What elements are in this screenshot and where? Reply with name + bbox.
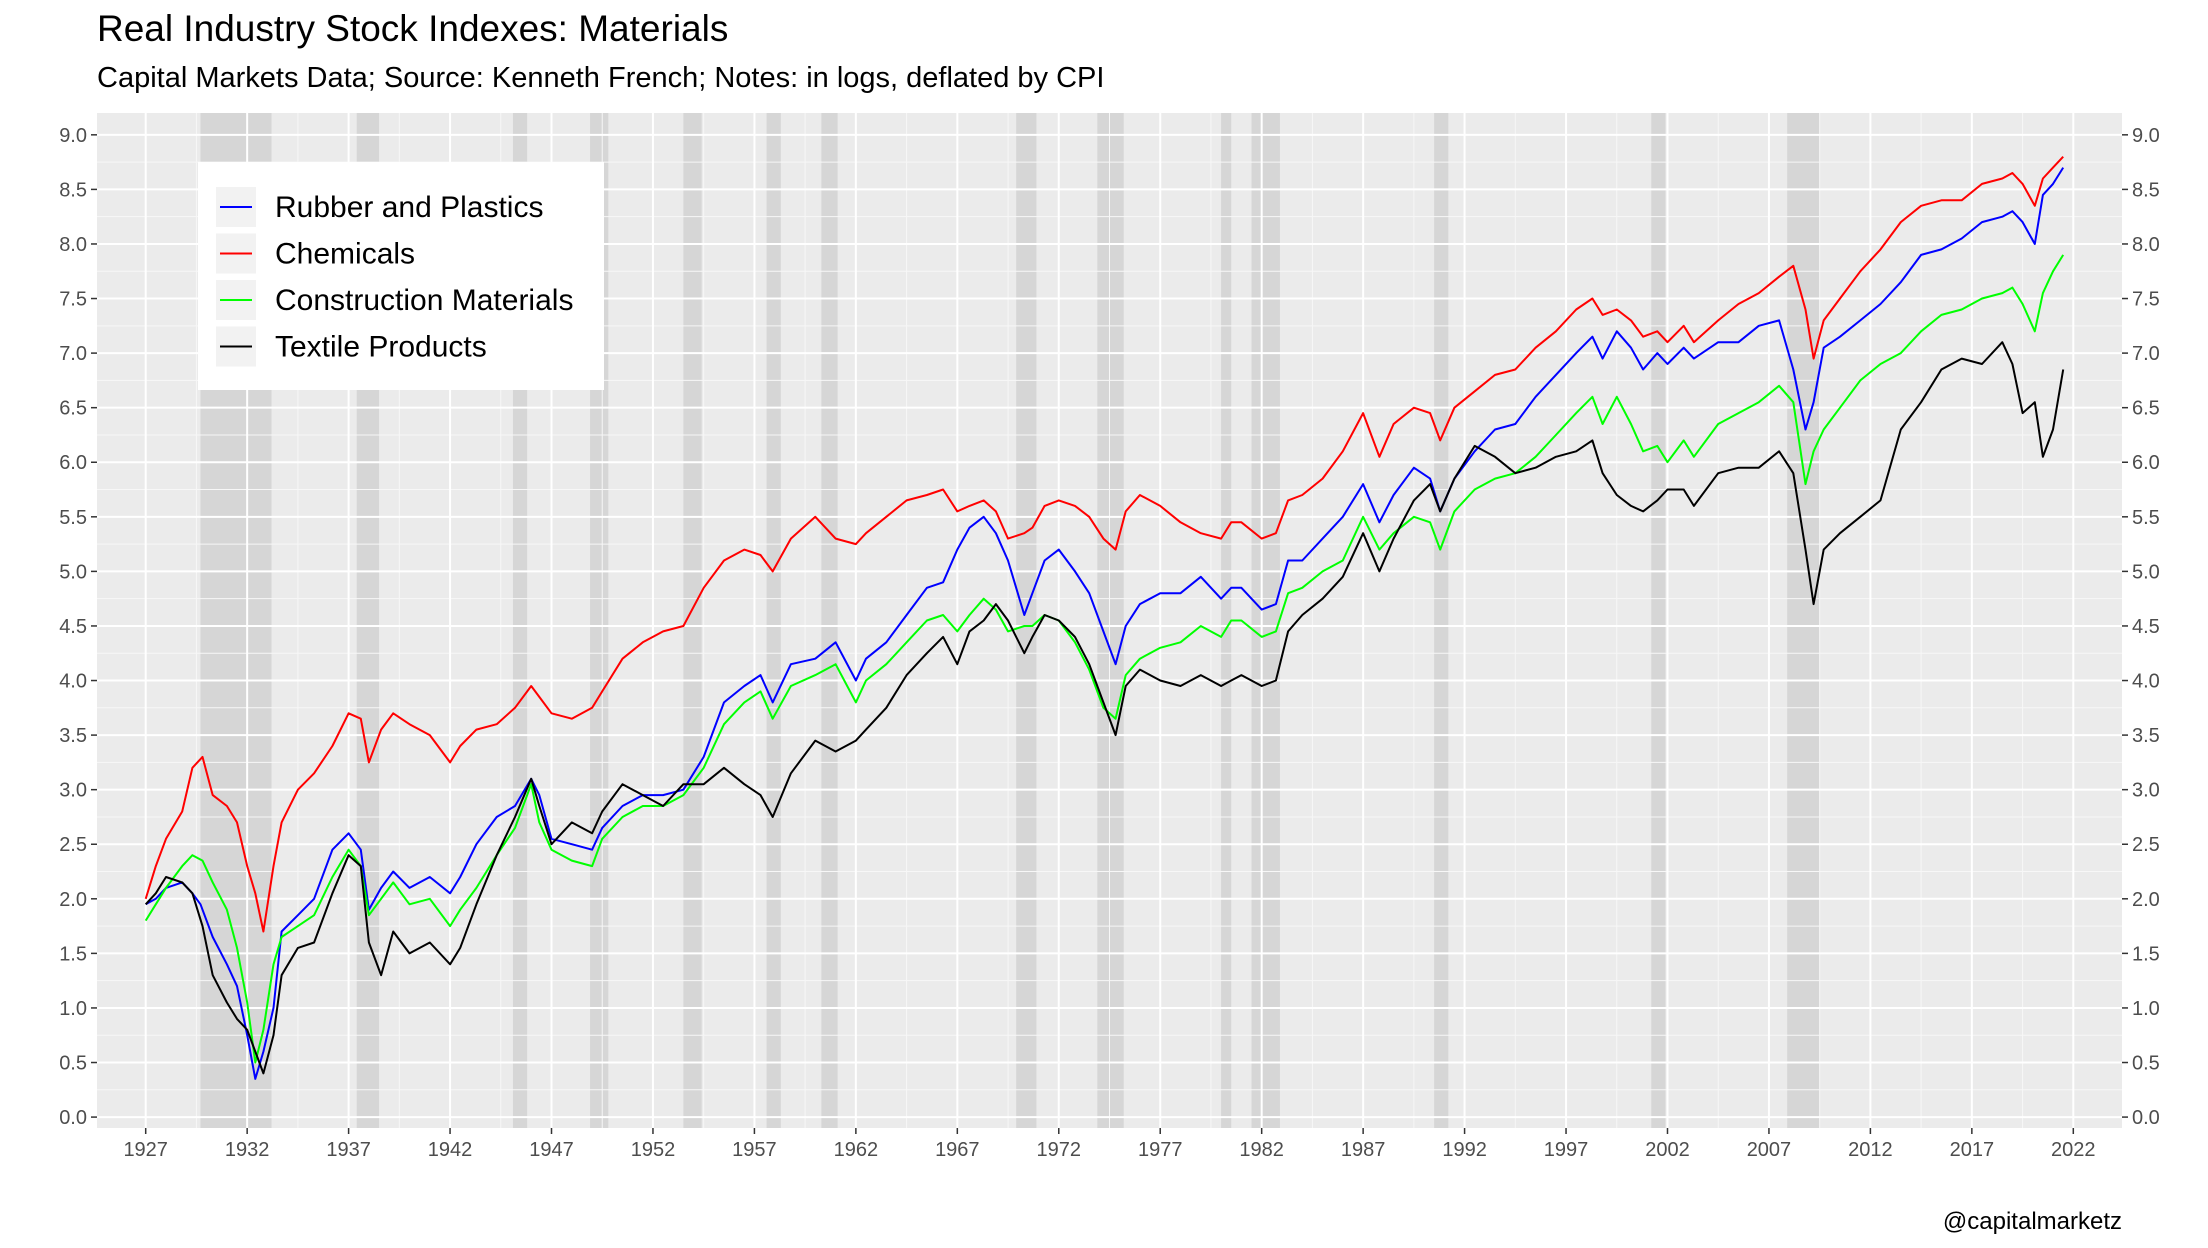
x-tick-label: 1932 — [225, 1139, 270, 1161]
recession-band-9 — [1221, 113, 1232, 1128]
chart-title: Real Industry Stock Indexes: Materials — [97, 8, 729, 49]
y-tick-label-right: 4.0 — [2132, 671, 2160, 693]
y-tick-label-left: 5.0 — [59, 561, 87, 583]
y-tick-label-right: 3.5 — [2132, 725, 2160, 747]
legend-box — [198, 162, 604, 390]
x-tick-label: 2012 — [1848, 1139, 1893, 1161]
x-tick-label: 1942 — [428, 1139, 473, 1161]
x-tick-label: 1972 — [1037, 1139, 1082, 1161]
y-tick-label-right: 2.0 — [2132, 889, 2160, 911]
recession-band-11 — [1434, 113, 1449, 1128]
x-tick-label: 2002 — [1645, 1139, 1690, 1161]
legend-label: Chemicals — [275, 238, 415, 271]
y-tick-label-left: 6.5 — [59, 398, 87, 420]
legend-label: Rubber and Plastics — [275, 191, 543, 224]
x-tick-label: 1967 — [935, 1139, 980, 1161]
y-tick-label-right: 9.0 — [2132, 125, 2160, 147]
x-axis: 1927 1932 1937 1942 1947 1952 1957 1962 1967 1972… — [123, 1128, 2096, 1161]
y-tick-label-right: 2.5 — [2132, 834, 2160, 856]
recession-band-7 — [1016, 113, 1037, 1128]
y-tick-label-left: 3.5 — [59, 725, 87, 747]
recession-band-4 — [683, 113, 702, 1128]
x-tick-label: 1937 — [326, 1139, 371, 1161]
recession-band-5 — [766, 113, 781, 1128]
y-tick-label-left: 6.0 — [59, 452, 87, 474]
recession-band-8 — [1097, 113, 1124, 1128]
x-tick-label: 1957 — [732, 1139, 777, 1161]
y-tick-label-left: 8.0 — [59, 234, 87, 256]
y-tick-label-right: 3.0 — [2132, 780, 2160, 802]
y-tick-label-left: 0.0 — [59, 1107, 87, 1129]
recession-band-12 — [1651, 113, 1666, 1128]
y-tick-label-left: 5.5 — [59, 507, 87, 529]
y-tick-label-right: 0.5 — [2132, 1053, 2160, 1075]
y-tick-label-right: 5.0 — [2132, 561, 2160, 583]
legend-label: Textile Products — [275, 331, 487, 364]
chart-subtitle: Capital Markets Data; Source: Kenneth Fr… — [97, 62, 1105, 94]
y-tick-label-right: 7.5 — [2132, 289, 2160, 311]
y-axis-left: 0.0 0.5 1.0 1.5 2.0 2.5 3.0 3.5 4.0 4.5 5.0 5.5 6.0 6… — [59, 125, 97, 1129]
x-tick-label: 1982 — [1239, 1139, 1284, 1161]
chart-caption: @capitalmarketz — [1942, 1208, 2122, 1235]
y-tick-label-left: 3.0 — [59, 780, 87, 802]
y-tick-label-left: 0.5 — [59, 1053, 87, 1075]
y-tick-label-left: 8.5 — [59, 179, 87, 201]
y-tick-label-left: 4.0 — [59, 671, 87, 693]
recession-band-10 — [1251, 113, 1280, 1128]
y-tick-label-right: 6.5 — [2132, 398, 2160, 420]
x-tick-label: 1977 — [1138, 1139, 1183, 1161]
y-tick-label-right: 8.5 — [2132, 179, 2160, 201]
y-axis-right: 0.0 0.5 1.0 1.5 2.0 2.5 3.0 3.5 4.0 4.5 5.0 5.5 6.0 6… — [2122, 125, 2160, 1129]
legend-label: Construction Materials — [275, 284, 573, 317]
x-tick-label: 2007 — [1747, 1139, 1792, 1161]
y-tick-label-right: 7.0 — [2132, 343, 2160, 365]
recession-band-6 — [821, 113, 838, 1128]
x-tick-label: 1962 — [834, 1139, 879, 1161]
y-tick-label-right: 8.0 — [2132, 234, 2160, 256]
y-tick-label-left: 1.5 — [59, 943, 87, 965]
series-line-0 — [145, 167, 2065, 1080]
y-tick-label-right: 6.0 — [2132, 452, 2160, 474]
x-tick-label: 1997 — [1544, 1139, 1589, 1161]
series-line-1 — [144, 156, 2064, 933]
y-tick-label-left: 2.5 — [59, 834, 87, 856]
y-tick-label-left: 7.0 — [59, 343, 87, 365]
y-tick-label-left: 9.0 — [59, 125, 87, 147]
y-tick-label-left: 4.5 — [59, 616, 87, 638]
legend: Rubber and Plastics Chemicals Construction… — [198, 162, 604, 390]
x-tick-label: 1987 — [1341, 1139, 1386, 1161]
y-tick-label-right: 1.5 — [2132, 943, 2160, 965]
recession-band-13 — [1787, 113, 1820, 1128]
y-tick-label-left: 7.5 — [59, 289, 87, 311]
x-tick-label: 1992 — [1442, 1139, 1487, 1161]
y-tick-label-left: 2.0 — [59, 889, 87, 911]
y-tick-label-right: 0.0 — [2132, 1107, 2160, 1129]
y-tick-label-right: 4.5 — [2132, 616, 2160, 638]
x-tick-label: 1947 — [529, 1139, 574, 1161]
series-line-2 — [144, 254, 2065, 1064]
x-tick-label: 2022 — [2051, 1139, 2096, 1161]
y-tick-label-left: 1.0 — [59, 998, 87, 1020]
x-tick-label: 1952 — [631, 1139, 676, 1161]
y-tick-label-right: 5.5 — [2132, 507, 2160, 529]
x-tick-label: 2017 — [1950, 1139, 1995, 1161]
x-tick-label: 1927 — [123, 1139, 168, 1161]
series-lines — [144, 156, 2065, 1080]
y-tick-label-right: 1.0 — [2132, 998, 2160, 1020]
series-line-3 — [144, 341, 2065, 1075]
